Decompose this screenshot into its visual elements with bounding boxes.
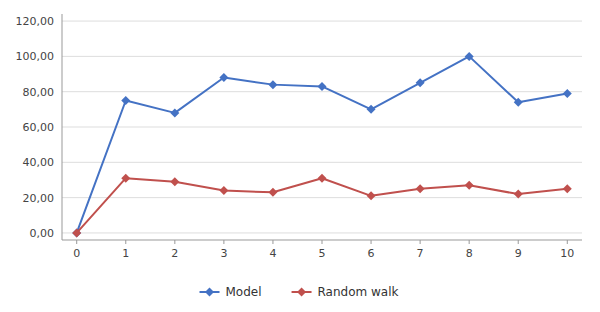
x-tick: [76, 240, 77, 244]
x-tick: [322, 240, 323, 244]
chart-svg: 0,00 20,00 40,00 60,00 80,00 100,00 120,00 0 1 2 3…: [0, 0, 600, 312]
y-tick-label: 20,00: [23, 192, 55, 205]
y-tick-label: 80,00: [23, 86, 55, 99]
y-axis-line: [62, 14, 63, 240]
series-marker: [563, 89, 572, 98]
series-line: [77, 178, 568, 233]
x-tick: [272, 240, 273, 244]
series-marker: [416, 184, 425, 193]
series-marker: [121, 96, 130, 105]
y-tick-label: 100,00: [16, 50, 55, 63]
series-marker: [563, 184, 572, 193]
plot-area: [72, 52, 572, 238]
x-tick-label: 5: [319, 247, 326, 260]
series-marker: [318, 174, 327, 183]
x-tick: [469, 240, 470, 244]
series-marker: [170, 177, 179, 186]
x-tick-label: 1: [122, 247, 129, 260]
x-tick-label: 3: [220, 247, 227, 260]
legend-swatch-marker: [297, 288, 306, 297]
series-marker: [514, 98, 523, 107]
x-tick: [371, 240, 372, 244]
y-tick-label: 40,00: [23, 156, 55, 169]
x-tick: [518, 240, 519, 244]
grid-line: [62, 127, 582, 128]
x-tick-label: 0: [73, 247, 80, 260]
series-marker: [72, 228, 81, 237]
series-marker: [219, 73, 228, 82]
x-tick: [174, 240, 175, 244]
series-marker: [367, 105, 376, 114]
legend: Model Random walk: [200, 285, 399, 299]
series-marker: [268, 188, 277, 197]
x-tick-label: 10: [560, 247, 574, 260]
grid-line: [62, 197, 582, 198]
x-tick-label: 2: [171, 247, 178, 260]
grid-line: [62, 56, 582, 57]
x-tick-label: 8: [466, 247, 473, 260]
series-marker: [416, 78, 425, 87]
series-marker: [367, 191, 376, 200]
series-marker: [268, 80, 277, 89]
series-marker: [219, 186, 228, 195]
x-tick: [420, 240, 421, 244]
x-tick-label: 6: [368, 247, 375, 260]
x-tick-label: 9: [515, 247, 522, 260]
x-tick: [223, 240, 224, 244]
y-tick-label: 0,00: [30, 227, 55, 240]
series-marker: [514, 190, 523, 199]
x-tick: [125, 240, 126, 244]
series-marker: [465, 181, 474, 190]
y-tick-label: 120,00: [16, 15, 55, 28]
legend-label: Model: [226, 285, 262, 299]
series-marker: [318, 82, 327, 91]
grid-line: [62, 232, 582, 233]
series-marker: [465, 52, 474, 61]
legend-label: Random walk: [318, 285, 399, 299]
grid-line: [62, 162, 582, 163]
x-tick-label: 7: [417, 247, 424, 260]
x-tick: [567, 240, 568, 244]
series-marker: [121, 174, 130, 183]
legend-swatch-marker: [205, 288, 214, 297]
grid-line: [62, 21, 582, 22]
chart-container: 0,00 20,00 40,00 60,00 80,00 100,00 120,00 0 1 2 3…: [0, 0, 600, 312]
series-marker: [170, 108, 179, 117]
x-tick-label: 4: [269, 247, 276, 260]
series-line: [77, 56, 568, 233]
y-tick-label: 60,00: [23, 121, 55, 134]
grid-line: [62, 91, 582, 92]
